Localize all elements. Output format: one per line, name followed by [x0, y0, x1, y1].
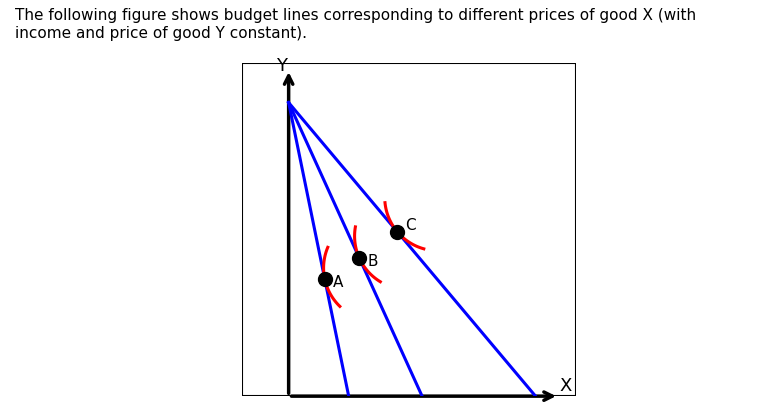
- Text: The following figure shows budget lines corresponding to different prices of goo: The following figure shows budget lines …: [15, 8, 697, 41]
- Text: B: B: [367, 254, 378, 269]
- Text: X: X: [559, 377, 571, 395]
- Point: [319, 275, 331, 282]
- Point: [391, 229, 403, 235]
- Text: C: C: [406, 218, 416, 233]
- Text: Y: Y: [277, 57, 287, 75]
- Point: [353, 255, 365, 261]
- Text: A: A: [333, 274, 343, 289]
